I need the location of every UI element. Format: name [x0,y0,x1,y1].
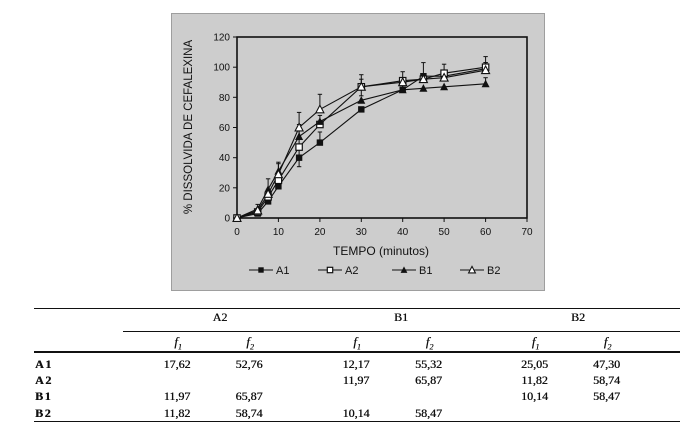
svg-text:A1: A1 [276,265,289,277]
svg-text:60: 60 [219,123,231,134]
svg-text:0: 0 [234,227,240,238]
svg-text:70: 70 [521,227,533,238]
svg-text:30: 30 [356,227,368,238]
svg-text:TEMPO (minutos): TEMPO (minutos) [333,244,429,258]
svg-text:10: 10 [273,227,285,238]
svg-text:60: 60 [480,227,492,238]
svg-text:40: 40 [397,227,409,238]
svg-text:20: 20 [219,183,231,194]
svg-text:80: 80 [219,93,231,104]
svg-text:A2: A2 [345,265,358,277]
svg-text:0: 0 [224,214,230,225]
svg-text:20: 20 [314,227,326,238]
svg-text:40: 40 [219,153,231,164]
svg-text:120: 120 [213,33,230,44]
svg-text:B2: B2 [487,265,500,277]
svg-text:50: 50 [439,227,451,238]
svg-text:% DISSOLVIDA DE CEFALEXINA: % DISSOLVIDA DE CEFALEXINA [183,40,195,215]
svg-text:100: 100 [213,63,230,74]
svg-text:B1: B1 [419,265,432,277]
